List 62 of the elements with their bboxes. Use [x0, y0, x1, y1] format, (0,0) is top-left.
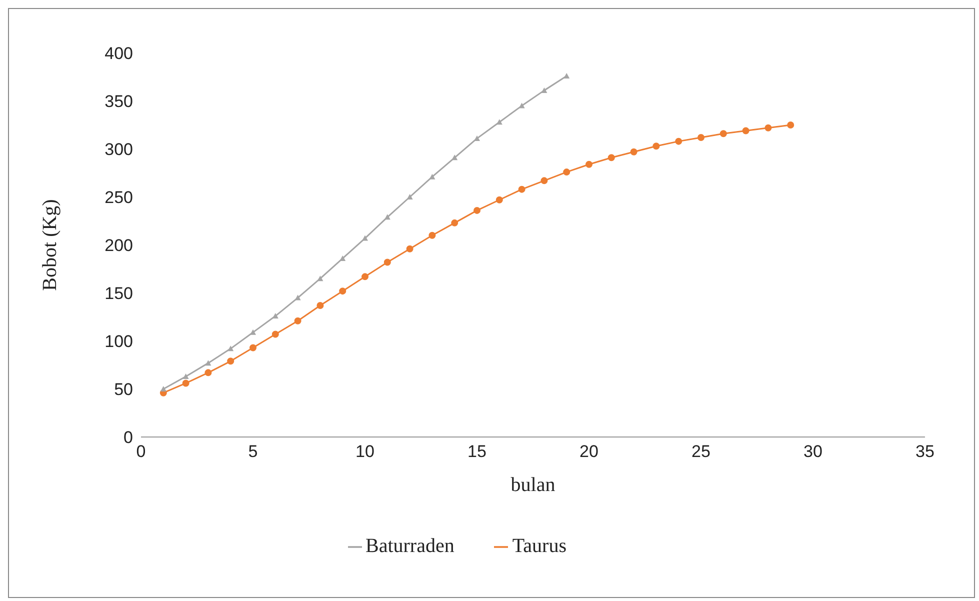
- point: [205, 360, 212, 366]
- legend-label: Taurus: [512, 535, 566, 557]
- y-tick-label: 150: [104, 284, 133, 304]
- legend-label: Baturraden: [366, 535, 454, 557]
- point: [406, 194, 413, 200]
- point: [316, 302, 324, 309]
- point: [652, 142, 660, 150]
- point: [339, 288, 346, 295]
- point: [362, 273, 368, 280]
- x-tick-label: 15: [468, 442, 486, 462]
- point: [428, 232, 436, 239]
- y-tick-label: 50: [114, 380, 133, 400]
- point: [182, 380, 190, 387]
- point: [250, 329, 256, 335]
- point: [362, 235, 368, 241]
- point: [452, 154, 458, 160]
- y-tick-label: 0: [124, 428, 133, 448]
- point: [764, 124, 772, 132]
- point: [698, 134, 704, 141]
- point: [630, 148, 638, 156]
- x-tick-label: 0: [136, 442, 146, 462]
- point: [182, 374, 189, 380]
- y-tick-label: 300: [104, 140, 133, 160]
- x-axis-title: bulan: [510, 474, 556, 496]
- x-tick-label: 35: [916, 442, 934, 462]
- y-tick-label: 400: [104, 44, 133, 64]
- point: [720, 130, 727, 138]
- x-tick-label: 20: [580, 442, 598, 462]
- point: [384, 214, 390, 220]
- point: [272, 330, 279, 338]
- y-tick-label: 350: [104, 92, 133, 112]
- point: [563, 168, 570, 176]
- point: [541, 87, 548, 93]
- y-tick-label: 250: [104, 188, 133, 208]
- point: [160, 386, 166, 392]
- point: [474, 135, 480, 141]
- point: [294, 317, 302, 324]
- point: [474, 206, 480, 214]
- point: [742, 127, 750, 134]
- point: [586, 160, 592, 168]
- point: [204, 369, 212, 376]
- point: [406, 245, 414, 252]
- x-tick-label: 30: [804, 442, 822, 462]
- x-tick-label: 10: [356, 442, 374, 462]
- x-tick-label: 5: [248, 442, 258, 462]
- y-tick-label: 100: [104, 332, 133, 352]
- point: [451, 219, 458, 226]
- x-tick-label: 25: [692, 442, 710, 462]
- point: [787, 122, 794, 128]
- point: [564, 73, 570, 79]
- point: [496, 196, 503, 204]
- point: [228, 346, 234, 352]
- point: [608, 154, 615, 162]
- point: [540, 177, 548, 184]
- y-axis-title: Bobot (Kg): [39, 199, 62, 291]
- point: [250, 344, 256, 352]
- point: [227, 358, 234, 365]
- point: [675, 138, 682, 145]
- point: [384, 258, 391, 266]
- point: [340, 255, 346, 261]
- point: [518, 186, 526, 193]
- y-tick-label: 200: [104, 236, 133, 256]
